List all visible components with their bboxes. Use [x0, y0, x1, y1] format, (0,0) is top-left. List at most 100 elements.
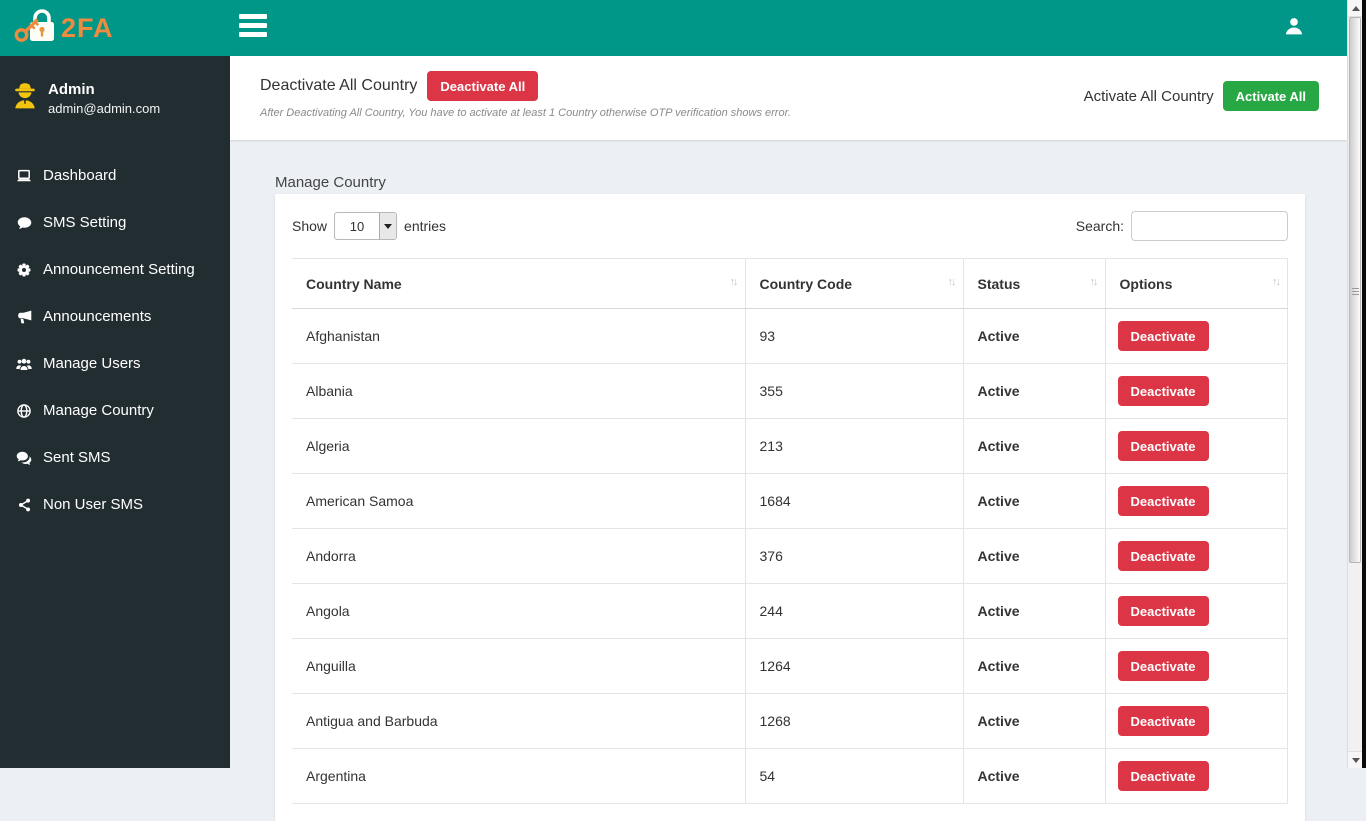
scroll-up-icon[interactable] — [1348, 0, 1363, 17]
country-name-cell: Angola — [292, 583, 746, 639]
page-length-value: 10 — [349, 218, 365, 234]
laptop-icon — [14, 168, 34, 184]
country-name-cell: American Samoa — [292, 473, 746, 529]
country-code-cell: 1684 — [745, 473, 964, 529]
deactivate-button[interactable]: Deactivate — [1117, 761, 1209, 791]
country-code-cell: 376 — [745, 528, 964, 584]
vertical-scrollbar[interactable] — [1347, 0, 1363, 768]
sidebar-item-dashboard[interactable]: Dashboard — [0, 152, 230, 199]
users-icon — [14, 356, 34, 372]
activate-all-button[interactable]: Activate All — [1222, 81, 1319, 111]
deactivate-button[interactable]: Deactivate — [1117, 486, 1209, 516]
sidebar-item-label: SMS Setting — [43, 214, 127, 231]
sidebar-item-announcements[interactable]: Announcements — [0, 293, 230, 340]
manage-country-card: Show 10 entries Search: Country Name ↑ — [275, 194, 1305, 821]
sort-icon: ↑↓ — [729, 276, 739, 288]
deactivate-button[interactable]: Deactivate — [1117, 706, 1209, 736]
page-title: Manage Country — [275, 174, 386, 191]
deactivate-button[interactable]: Deactivate — [1117, 321, 1209, 351]
topbar — [230, 0, 1347, 56]
table-row: Afghanistan 93 Active Deactivate — [292, 308, 1288, 364]
table-row: Andorra 376 Active Deactivate — [292, 528, 1288, 584]
country-name-cell: Andorra — [292, 528, 746, 584]
country-name-cell: Albania — [292, 363, 746, 419]
scrollbar-grip — [1352, 288, 1359, 297]
status-badge: Active — [963, 418, 1106, 474]
show-label: Show — [292, 218, 328, 234]
status-badge: Active — [963, 473, 1106, 529]
column-header-status[interactable]: Status ↑↓ — [963, 258, 1106, 309]
country-code-cell: 213 — [745, 418, 964, 474]
status-badge: Active — [963, 638, 1106, 694]
country-code-cell: 1264 — [745, 638, 964, 694]
deactivate-button[interactable]: Deactivate — [1117, 596, 1209, 626]
sidebar-item-sms-setting[interactable]: SMS Setting — [0, 199, 230, 246]
logo-text: 2FA — [61, 12, 114, 43]
country-code-cell: 355 — [745, 363, 964, 419]
sidebar-item-label: Announcement Setting — [43, 261, 195, 278]
status-badge: Active — [963, 363, 1106, 419]
sidebar-item-sent-sms[interactable]: Sent SMS — [0, 434, 230, 481]
hamburger-menu-icon[interactable] — [239, 12, 268, 44]
search-input[interactable] — [1131, 211, 1288, 241]
country-code-cell: 244 — [745, 583, 964, 639]
sidebar-item-label: Non User SMS — [43, 496, 144, 513]
column-header-options[interactable]: Options ↑↓ — [1105, 258, 1288, 309]
sidebar-item-label: Manage Country — [43, 402, 154, 419]
country-name-cell: Antigua and Barbuda — [292, 693, 746, 749]
country-name-cell: Argentina — [292, 748, 746, 804]
status-badge: Active — [963, 528, 1106, 584]
deactivate-note: After Deactivating All Country, You have… — [260, 107, 791, 119]
sidebar-item-manage-users[interactable]: Manage Users — [0, 340, 230, 387]
table-row: Argentina 54 Active Deactivate — [292, 748, 1288, 804]
country-code-cell: 1268 — [745, 693, 964, 749]
status-badge: Active — [963, 748, 1106, 804]
header-band: Deactivate All Country Deactivate All Af… — [230, 56, 1347, 140]
country-code-cell: 93 — [745, 308, 964, 364]
status-badge: Active — [963, 583, 1106, 639]
deactivate-button[interactable]: Deactivate — [1117, 376, 1209, 406]
table-row: Angola 244 Active Deactivate — [292, 583, 1288, 639]
deactivate-all-button[interactable]: Deactivate All — [427, 71, 539, 101]
sidebar-item-manage-country[interactable]: Manage Country — [0, 387, 230, 434]
sidebar-item-announcement-setting[interactable]: Announcement Setting — [0, 246, 230, 293]
main-area: Deactivate All Country Deactivate All Af… — [230, 0, 1347, 821]
sidebar-item-non-user-sms[interactable]: Non User SMS — [0, 481, 230, 528]
admin-email: admin@admin.com — [48, 101, 161, 116]
table-row: Antigua and Barbuda 1268 Active Deactiva… — [292, 693, 1288, 749]
scroll-down-icon[interactable] — [1348, 751, 1363, 768]
sidebar: 2FA Admin admin@admin.com Dashboard — [0, 0, 230, 768]
user-secret-icon — [13, 83, 37, 114]
globe-icon — [14, 403, 34, 419]
country-code-cell: 54 — [745, 748, 964, 804]
sidebar-item-label: Manage Users — [43, 355, 141, 372]
deactivate-all-label: Deactivate All Country — [260, 77, 418, 94]
user-account-icon[interactable] — [1283, 15, 1305, 37]
scrollbar-thumb[interactable] — [1349, 17, 1361, 563]
content-area: Manage Country Show 10 entries Search: — [230, 140, 1347, 821]
deactivate-button[interactable]: Deactivate — [1117, 651, 1209, 681]
deactivate-button[interactable]: Deactivate — [1117, 431, 1209, 461]
status-badge: Active — [963, 693, 1106, 749]
chevron-down-icon — [379, 213, 397, 239]
column-header-country-code[interactable]: Country Code ↑↓ — [745, 258, 964, 309]
column-header-country-name[interactable]: Country Name ↑↓ — [292, 258, 746, 309]
lock-key-icon — [13, 5, 59, 52]
table-row: American Samoa 1684 Active Deactivate — [292, 473, 1288, 529]
activate-all-label: Activate All Country — [1083, 87, 1214, 105]
table-row: Algeria 213 Active Deactivate — [292, 418, 1288, 474]
app-logo[interactable]: 2FA — [0, 0, 230, 56]
country-name-cell: Anguilla — [292, 638, 746, 694]
deactivate-button[interactable]: Deactivate — [1117, 541, 1209, 571]
sidebar-item-label: Sent SMS — [43, 449, 111, 466]
comment-icon — [14, 215, 34, 231]
country-name-cell: Algeria — [292, 418, 746, 474]
sort-icon: ↑↓ — [1272, 276, 1281, 288]
user-panel: Admin admin@admin.com — [0, 56, 230, 134]
page-length-select[interactable]: 10 — [334, 212, 398, 240]
sidebar-item-label: Announcements — [43, 308, 152, 325]
gear-icon — [14, 262, 34, 278]
window-edge — [1362, 0, 1366, 768]
bullhorn-icon — [14, 309, 34, 325]
comments-icon — [14, 450, 34, 466]
